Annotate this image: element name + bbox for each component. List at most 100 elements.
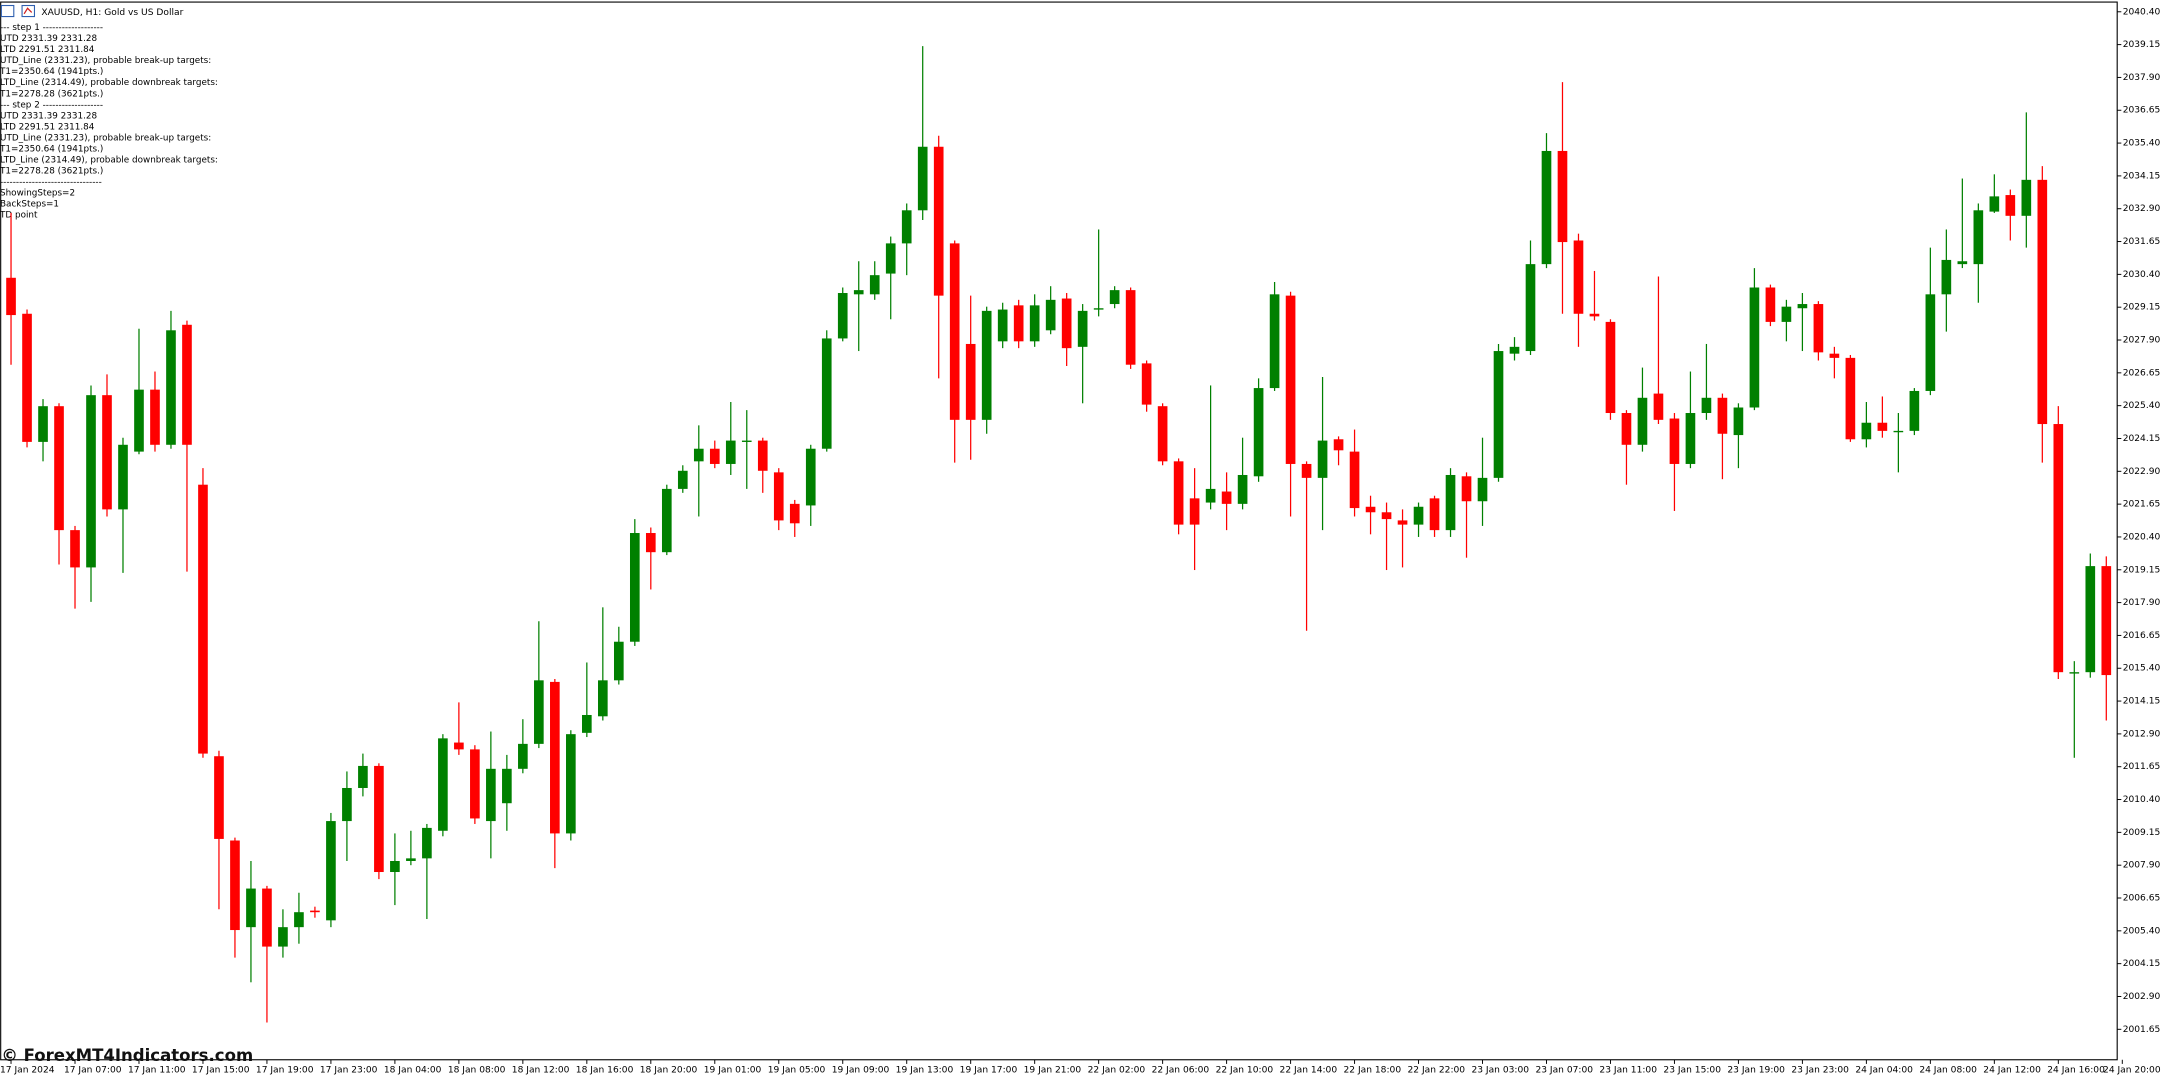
candle-body (677, 470, 688, 489)
candle-body (1125, 290, 1136, 365)
y-tick-label: 2009.15 (2123, 828, 2161, 838)
candle-body (1237, 474, 1248, 504)
candle-body (1429, 498, 1440, 531)
y-tick-label: 2011.65 (2123, 762, 2161, 772)
y-tick-label: 2007.90 (2123, 861, 2161, 871)
x-tick-label: 24 Jan 04:00 (1855, 1066, 1913, 1076)
candle-body (246, 888, 256, 928)
candle-body (933, 146, 944, 296)
indicator-text: UTD 2331.39 2331.28 (0, 34, 97, 44)
x-tick-label: 23 Jan 07:00 (1535, 1066, 1593, 1076)
x-tick-label: 23 Jan 19:00 (1727, 1066, 1785, 1076)
candle-body (821, 338, 832, 449)
candle-body (406, 858, 416, 861)
plot-frame (0, 1, 2118, 1061)
y-tick-label: 2020.40 (2123, 532, 2161, 542)
x-tick-label: 22 Jan 22:00 (1408, 1066, 1466, 1076)
x-tick-label: 17 Jan 23:00 (320, 1066, 378, 1076)
candle-body (757, 440, 768, 471)
candle-body (1269, 294, 1280, 389)
candle-body (661, 488, 672, 553)
candle-body (1493, 351, 1504, 478)
x-tick-label: 18 Jan 08:00 (448, 1066, 506, 1076)
candle-body (965, 343, 976, 420)
indicator-text: --- step 2 ------------------- (0, 100, 103, 110)
x-tick-label: 17 Jan 11:00 (128, 1066, 186, 1076)
y-tick-label: 2025.40 (2123, 401, 2161, 411)
candle-body (773, 472, 784, 521)
x-tick-label: 23 Jan 15:00 (1663, 1066, 1721, 1076)
candle-body (1765, 287, 1776, 322)
candle-body (1637, 397, 1648, 445)
candle-body (374, 765, 384, 873)
candle-body (326, 821, 336, 921)
candle-body (1653, 393, 1664, 420)
candle-body (438, 738, 448, 831)
candle-body (917, 146, 928, 211)
indicator-text: ShowingSteps=2 (0, 189, 75, 199)
candle-body (70, 530, 80, 568)
y-tick-label: 2036.65 (2123, 106, 2161, 116)
candle-body (1685, 413, 1696, 464)
x-tick-label: 18 Jan 04:00 (384, 1066, 442, 1076)
candle-body (22, 313, 32, 442)
candle-body (1141, 363, 1152, 405)
indicator-text: T1=2278.28 (3621pts.) (0, 166, 103, 176)
indicator-text: T1=2350.64 (1941pts.) (0, 144, 103, 154)
candle-body (1413, 506, 1424, 525)
candle-body (422, 827, 432, 859)
candle-body (1285, 295, 1296, 464)
candle-body (805, 448, 816, 506)
x-tick-label: 19 Jan 01:00 (704, 1066, 762, 1076)
x-tick-label: 22 Jan 18:00 (1344, 1066, 1402, 1076)
y-tick-label: 2012.90 (2123, 729, 2161, 739)
candle-body (613, 641, 624, 681)
candle-body (1029, 305, 1040, 342)
x-tick-label: 22 Jan 14:00 (1280, 1066, 1338, 1076)
candle-body (1989, 196, 2000, 212)
candle-body (518, 743, 528, 769)
candle-body (1717, 397, 1728, 434)
candle-body (358, 765, 368, 788)
candle-body (166, 330, 176, 445)
candle-body (1189, 498, 1200, 525)
candle-body (2085, 566, 2096, 673)
candle-body (1557, 150, 1568, 243)
candle-body (1221, 491, 1232, 504)
indicator-text: LTD 2291.51 2311.84 (0, 45, 95, 55)
candle-body (134, 389, 144, 452)
candle-body (837, 293, 848, 339)
y-tick-label: 2034.15 (2123, 171, 2161, 181)
x-tick-label: 19 Jan 21:00 (1024, 1066, 1082, 1076)
chart-title: XAUUSD, H1: Gold vs US Dollar (41, 8, 183, 18)
candle-body (645, 533, 656, 553)
y-tick-label: 2010.40 (2123, 795, 2161, 805)
y-tick-label: 2021.65 (2123, 500, 2161, 510)
candle-body (182, 324, 192, 445)
y-tick-label: 2027.90 (2123, 336, 2161, 346)
x-tick-label: 23 Jan 23:00 (1791, 1066, 1849, 1076)
y-tick-label: 2006.65 (2123, 894, 2161, 904)
candle-body (1893, 430, 1904, 433)
y-tick-label: 2035.40 (2123, 139, 2161, 149)
candle-body (1253, 388, 1264, 477)
x-tick-label: 23 Jan 03:00 (1471, 1066, 1529, 1076)
candle-body (1781, 306, 1792, 322)
x-tick-label: 19 Jan 09:00 (832, 1066, 890, 1076)
candle-body (1061, 298, 1072, 349)
candle-body (1813, 304, 1824, 353)
candle-body (2101, 566, 2112, 676)
candle-body (2053, 424, 2064, 673)
candle-body (1333, 439, 1344, 451)
candle-body (869, 275, 880, 295)
y-tick-label: 2030.40 (2123, 270, 2161, 280)
candle-body (1669, 418, 1680, 464)
indicator-text: T1=2350.64 (1941pts.) (0, 67, 103, 77)
indicator-text: UTD 2331.39 2331.28 (0, 111, 97, 121)
candle-body (2037, 179, 2048, 425)
indicator-text: LTD_Line (2314.49), probable downbreak t… (0, 78, 218, 88)
candle-body (853, 290, 864, 295)
candle-body (1829, 353, 1840, 358)
candle-body (534, 680, 544, 744)
x-tick-label: 19 Jan 05:00 (768, 1066, 826, 1076)
